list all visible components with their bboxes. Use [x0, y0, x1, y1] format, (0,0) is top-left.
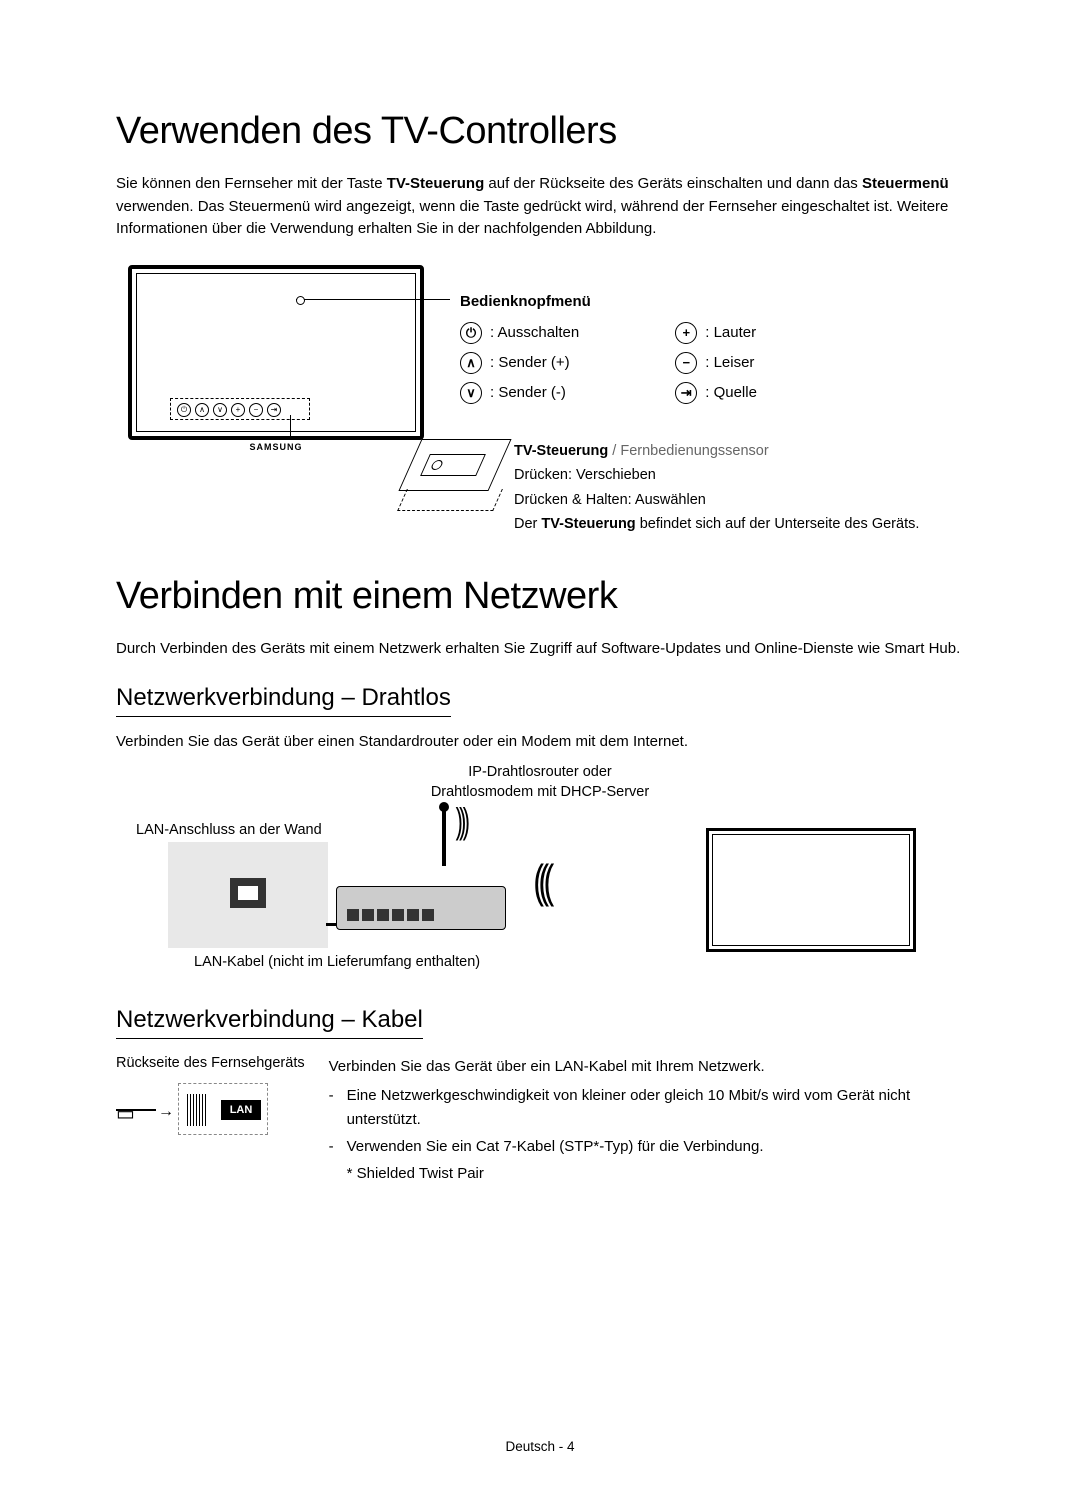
wall-port-icon	[230, 878, 266, 908]
source-icon: ⇥	[675, 382, 697, 404]
intro-bold: TV-Steuerung	[387, 175, 485, 192]
port-icon: +	[231, 403, 245, 417]
port-icon: ⇥	[267, 403, 281, 417]
lan-wall-label: LAN-Anschluss an der Wand	[136, 822, 322, 838]
controller-detail-diagram	[410, 439, 504, 513]
wired-bullet: Eine Netzwerkgeschwindigkeit von kleiner…	[347, 1084, 964, 1131]
footer-page: 4	[567, 1439, 575, 1454]
menu-label: : Sender (-)	[490, 384, 566, 401]
ctrl-bold: TV-Steuerung	[541, 516, 635, 532]
footer-lang: Deutsch	[505, 1439, 555, 1454]
wall-box	[168, 842, 328, 948]
wireless-diagram: IP-Drahtlosrouter oder Drahtlosmodem mit…	[116, 766, 964, 976]
menu-item: ∧ : Sender (+)	[460, 352, 579, 374]
intro-frag: Sie können den Fernseher mit der Taste	[116, 175, 387, 192]
cable-text: Verbinden Sie das Gerät über ein LAN-Kab…	[329, 1055, 964, 1185]
wired-bullet: Verwenden Sie ein Cat 7-Kabel (STP*-Typ)…	[347, 1135, 964, 1158]
port-icon: ∨	[213, 403, 227, 417]
menu-label: : Lauter	[705, 324, 756, 341]
menu-label: : Sender (+)	[490, 354, 570, 371]
router-label: IP-Drahtlosrouter oder Drahtlosmodem mit…	[431, 762, 649, 803]
tv-screen: ⏻ ∧ ∨ + − ⇥ SAMSUNG	[128, 265, 424, 440]
menu-item: ∨ : Sender (-)	[460, 382, 579, 404]
menu-item: ⇥ : Quelle	[675, 382, 757, 404]
intro-bold: Steuermenü	[862, 175, 949, 192]
ctrl-frag: befindet sich auf der Unterseite des Ger…	[636, 516, 920, 532]
page-footer: Deutsch - 4	[505, 1439, 574, 1454]
down-icon: ∨	[460, 382, 482, 404]
ctrl-frag: Der	[514, 516, 541, 532]
device-box: LAN	[178, 1083, 268, 1135]
port-icon: ⏻	[177, 403, 191, 417]
wired-heading: Netzwerkverbindung – Kabel	[116, 1006, 423, 1039]
plug-icon: ▭	[116, 1101, 135, 1126]
up-icon: ∧	[460, 352, 482, 374]
router-box	[336, 862, 506, 930]
menu-label: : Ausschalten	[490, 324, 579, 341]
menu-item: ⏻ : Ausschalten	[460, 322, 579, 344]
wireless-heading: Netzwerkverbindung – Drahtlos	[116, 684, 451, 717]
port-icon: ∧	[195, 403, 209, 417]
menu-block: Bedienknopfmenü ⏻ : Ausschalten ∧ : Send…	[460, 293, 757, 404]
arrow-icon: →	[158, 1103, 174, 1121]
ctrl-bold: TV-Steuerung	[514, 443, 608, 459]
ctrl-line: Drücken & Halten: Auswählen	[514, 488, 919, 513]
cable-section: Rückseite des Fernsehgeräts ▭ → LAN Verb…	[116, 1055, 964, 1185]
section2-title: Verbinden mit einem Netzwerk	[116, 575, 964, 618]
router-label-l1: IP-Drahtlosrouter oder	[468, 764, 611, 780]
tv-small-icon	[706, 828, 916, 952]
wave-icon: )))	[456, 800, 467, 842]
antenna-icon	[442, 806, 446, 866]
section1-title: Verwenden des TV-Controllers	[116, 110, 964, 153]
tv-ports-box: ⏻ ∧ ∨ + − ⇥	[170, 398, 310, 420]
section1-intro: Sie können den Fernseher mit der Taste T…	[116, 173, 964, 241]
wired-footnote: * Shielded Twist Pair	[329, 1162, 964, 1185]
wired-text: Verbinden Sie das Gerät über ein LAN-Kab…	[329, 1055, 964, 1078]
pointer-line	[296, 299, 450, 300]
plus-icon: +	[675, 322, 697, 344]
power-icon: ⏻	[460, 322, 482, 344]
ctrl-line: Drücken: Verschieben	[514, 463, 919, 488]
minus-icon: −	[675, 352, 697, 374]
cable-caption: LAN-Kabel (nicht im Lieferumfang enthalt…	[194, 954, 480, 970]
router-body	[336, 886, 506, 930]
wireless-sub: Verbinden Sie das Gerät über einen Stand…	[116, 733, 964, 750]
menu-label: : Leiser	[705, 354, 754, 371]
menu-label: : Quelle	[705, 384, 757, 401]
intro-frag: verwenden. Das Steuermenü wird angezeigt…	[116, 198, 948, 238]
menu-item: − : Leiser	[675, 352, 757, 374]
menu-title: Bedienknopfmenü	[460, 293, 757, 310]
menu-item: + : Lauter	[675, 322, 757, 344]
port-icon: −	[249, 403, 263, 417]
controller-text: TV-Steuerung / Fernbedienungssensor Drüc…	[514, 439, 919, 538]
lan-port-diagram: ▭ → LAN	[116, 1083, 266, 1133]
wave-icon: (((	[533, 854, 548, 908]
intro-frag: auf der Rückseite des Geräts einschalten…	[484, 175, 862, 192]
detail-pointer	[290, 415, 291, 439]
router-label-l2: Drahtlosmodem mit DHCP-Server	[431, 784, 649, 800]
tv-diagram: ⏻ ∧ ∨ + − ⇥ SAMSUNG Bedienknopfmenü ⏻ : …	[116, 265, 964, 545]
ctrl-grey: / Fernbedienungssensor	[608, 443, 768, 459]
tv-brand: SAMSUNG	[249, 442, 302, 452]
lan-chip: LAN	[221, 1100, 261, 1120]
back-label: Rückseite des Fernsehgeräts	[116, 1055, 305, 1071]
section2-intro: Durch Verbinden des Geräts mit einem Net…	[116, 638, 964, 661]
